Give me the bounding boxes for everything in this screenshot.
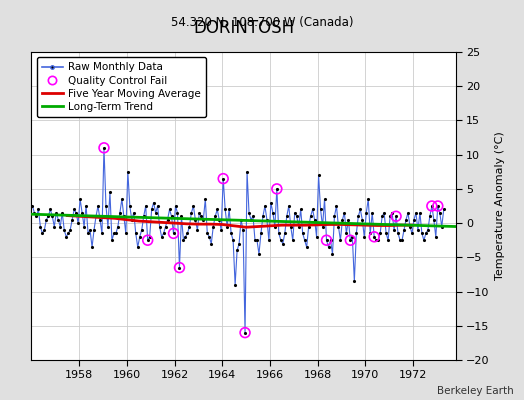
Legend: Raw Monthly Data, Quality Control Fail, Five Year Moving Average, Long-Term Tren: Raw Monthly Data, Quality Control Fail, … — [37, 57, 206, 117]
Point — [144, 237, 152, 244]
Point — [370, 234, 378, 240]
Title: DORINTOSH: DORINTOSH — [193, 18, 294, 36]
Point — [169, 230, 178, 236]
Point — [100, 145, 108, 151]
Point — [241, 330, 249, 336]
Point — [219, 176, 227, 182]
Point — [322, 237, 331, 244]
Text: 54.320 N, 108.700 W (Canada): 54.320 N, 108.700 W (Canada) — [171, 16, 353, 29]
Point — [434, 203, 442, 209]
Point — [428, 203, 436, 209]
Y-axis label: Temperature Anomaly (°C): Temperature Anomaly (°C) — [495, 132, 505, 280]
Point — [175, 264, 183, 271]
Point — [392, 213, 400, 220]
Point — [346, 237, 355, 244]
Text: Berkeley Earth: Berkeley Earth — [437, 386, 514, 396]
Point — [272, 186, 281, 192]
